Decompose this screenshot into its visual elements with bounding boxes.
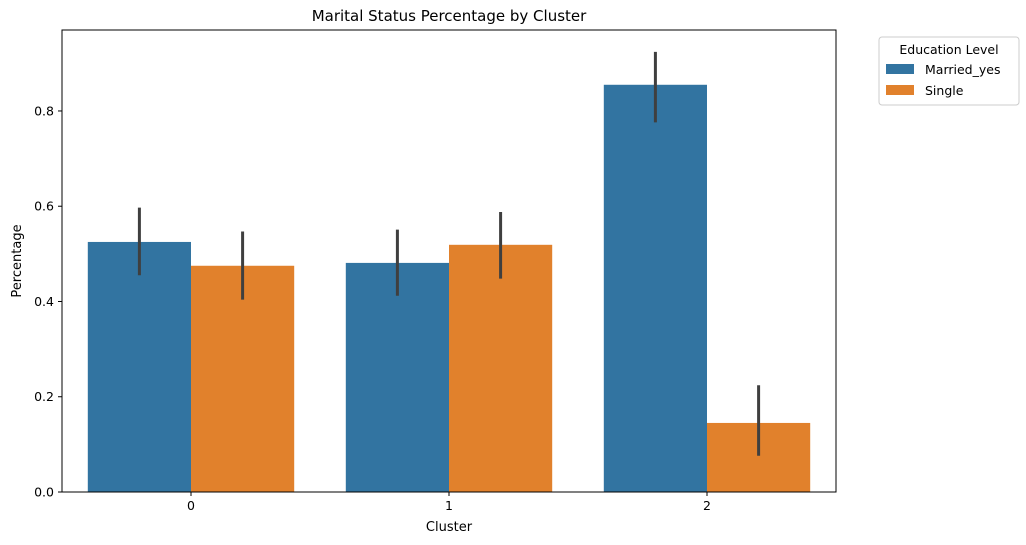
chart-title: Marital Status Percentage by Cluster <box>312 7 587 25</box>
x-axis: 0 1 2 <box>187 492 711 513</box>
y-tick-label: 0.4 <box>34 294 54 309</box>
y-tick-label: 0.6 <box>34 199 54 214</box>
bar-married-yes-cluster-2 <box>603 84 707 492</box>
x-tick-label: 2 <box>703 498 711 513</box>
legend: Education Level Married_yes Single <box>878 36 1020 106</box>
bar-single-cluster-0 <box>191 265 295 492</box>
legend-swatch <box>886 85 914 95</box>
bar-married-yes-cluster-0 <box>87 241 191 492</box>
bar-single-cluster-1 <box>449 244 553 492</box>
y-tick-label: 0.2 <box>34 389 54 404</box>
legend-title: Education Level <box>899 42 998 57</box>
x-tick-label: 1 <box>445 498 453 513</box>
x-axis-label: Cluster <box>426 520 473 535</box>
y-axis-label: Percentage <box>10 224 25 297</box>
errorbars-layer <box>137 51 761 456</box>
y-tick-label: 0.8 <box>34 103 54 118</box>
x-tick-label: 0 <box>187 498 195 513</box>
bars-layer <box>87 84 811 492</box>
legend-swatch <box>886 64 914 74</box>
y-tick-label: 0.0 <box>34 485 54 500</box>
legend-item-label: Married_yes <box>925 62 1000 77</box>
legend-item-label: Single <box>925 83 964 98</box>
y-axis: 0.0 0.2 0.4 0.6 0.8 <box>34 103 62 500</box>
bar-married-yes-cluster-1 <box>345 262 449 492</box>
